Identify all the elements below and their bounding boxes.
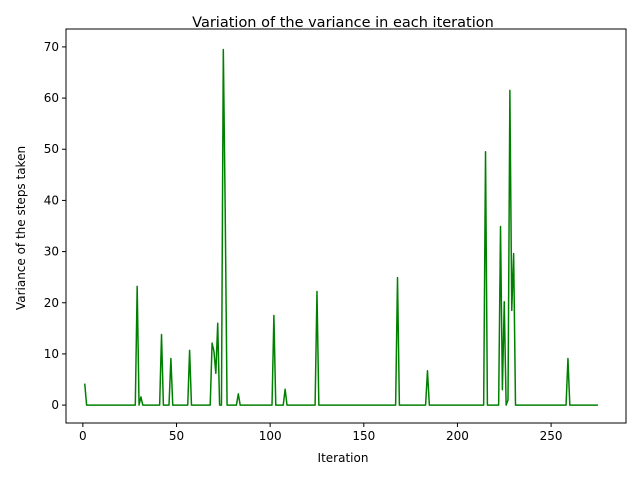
plot-frame: [65, 28, 627, 424]
y-tick-label-10: 10: [44, 347, 59, 361]
y-tick-label-40: 40: [44, 193, 59, 207]
y-axis-label: Variance of the steps taken: [14, 146, 28, 310]
y-tick-label-20: 20: [44, 296, 59, 310]
x-tick-label-100: 100: [259, 429, 282, 443]
y-tick-label-50: 50: [44, 142, 59, 156]
x-tick-label-200: 200: [446, 429, 469, 443]
x-tick-label-0: 0: [79, 429, 87, 443]
y-tick-label-60: 60: [44, 91, 59, 105]
series-line-0: [83, 48, 598, 406]
x-axis-label: Iteration: [318, 451, 369, 465]
y-tick-label-30: 30: [44, 245, 59, 259]
x-tick-label-50: 50: [169, 429, 184, 443]
chart-title: Variation of the variance in each iterat…: [192, 15, 494, 31]
x-tick-label-150: 150: [352, 429, 375, 443]
y-tick-label-0: 0: [51, 398, 59, 412]
y-tick-label-70: 70: [44, 40, 59, 54]
x-tick-label-250: 250: [540, 429, 563, 443]
plot-area: 0 50 100 150 200 250 0 10 20 30 40 50 60 70: [44, 28, 627, 443]
